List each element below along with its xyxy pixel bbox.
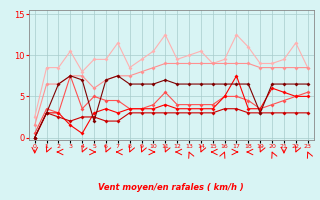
Text: Vent moyen/en rafales ( km/h ): Vent moyen/en rafales ( km/h ): [98, 183, 244, 192]
